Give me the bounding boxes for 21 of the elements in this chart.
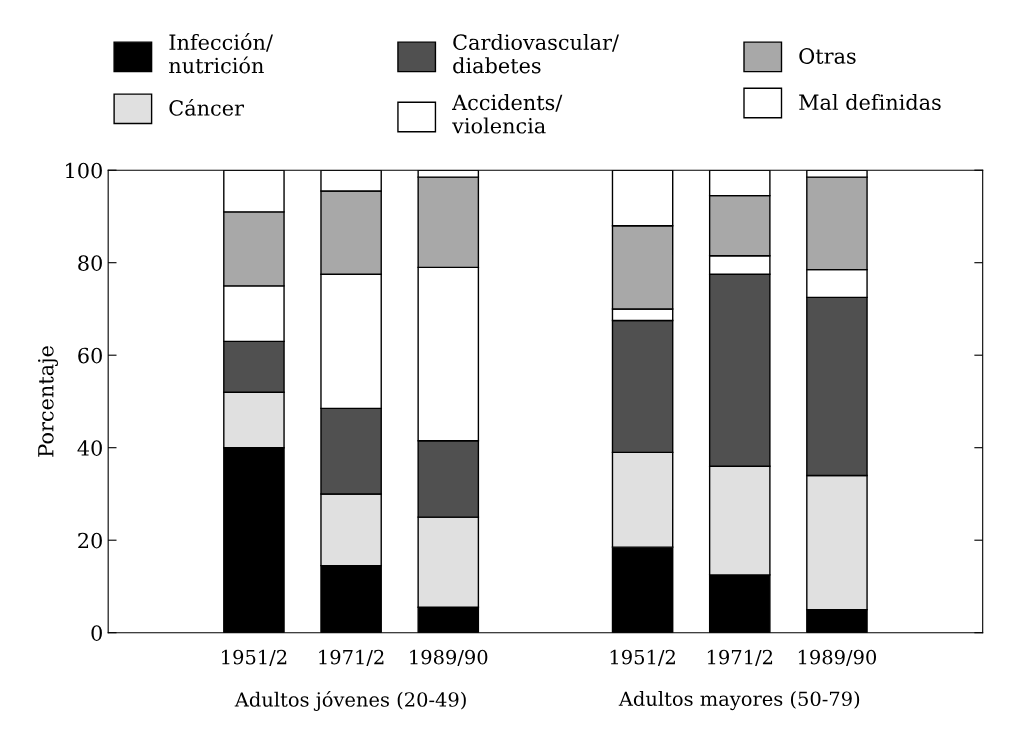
legend-label: Infección/ nutrición xyxy=(169,33,273,74)
text: Adultos jóvenes (20-49) xyxy=(234,691,466,711)
y-tick-label: 100 xyxy=(66,162,102,179)
y-tick-label: 0 xyxy=(91,625,102,641)
x-tick-label: 1951/2 xyxy=(222,649,287,666)
x-tick-label: 1971/2 xyxy=(319,649,384,666)
legend-label: Cáncer xyxy=(169,98,245,116)
legend-label: Otras xyxy=(799,48,856,64)
legend-label: Cardiovascular/ diabetes xyxy=(453,33,619,74)
y-tick-label: 80 xyxy=(78,255,102,271)
x-tick-label: 1951/2 xyxy=(610,649,675,666)
x-tick-label: 1971/2 xyxy=(707,649,773,666)
y-axis-title: Porcentaje xyxy=(38,346,58,457)
x-tick-label: 1989/90 xyxy=(410,649,488,666)
y-tick-label: 60 xyxy=(78,347,102,364)
y-tick-label: 20 xyxy=(78,532,102,549)
x-tick-label: 1989/90 xyxy=(798,649,877,666)
legend-label: Accidents/ violencia xyxy=(451,94,563,134)
legend-label: Mal definidas xyxy=(799,93,941,111)
y-tick-label: 40 xyxy=(77,440,102,456)
text: Adultos mayores (50-79) xyxy=(618,691,860,711)
